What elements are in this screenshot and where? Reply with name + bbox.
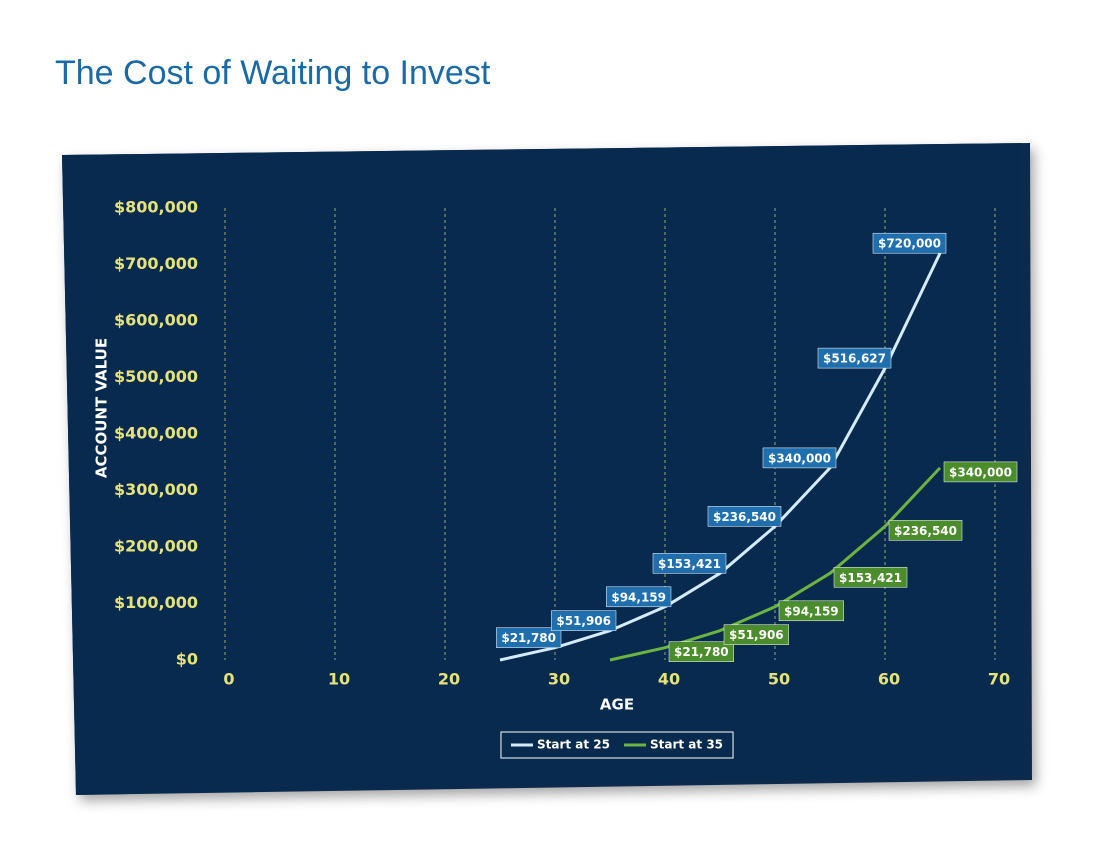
value-label-box <box>943 461 1018 483</box>
y-tick-label: $300,000 <box>114 480 198 499</box>
y-tick-label: $500,000 <box>114 367 198 386</box>
value-label-box <box>833 567 908 588</box>
legend: Start at 25 Start at 35 <box>500 731 734 759</box>
y-tick-label: $200,000 <box>114 537 198 556</box>
value-label-box <box>723 624 789 645</box>
x-tick-label: 50 <box>768 670 790 689</box>
x-tick-label: 20 <box>438 670 460 689</box>
legend-box <box>500 731 734 759</box>
value-label-box <box>762 447 837 469</box>
value-label: $94,159 <box>778 600 844 622</box>
value-label: $720,000 <box>872 232 947 254</box>
value-label-box <box>652 553 727 574</box>
y-tick-label: $700,000 <box>114 254 198 273</box>
value-label-text: $236,540 <box>894 524 957 538</box>
value-label-text: $21,780 <box>674 645 729 659</box>
y-tick-label: $0 <box>176 650 198 669</box>
value-label: $94,159 <box>606 586 672 608</box>
value-label-box <box>606 586 672 608</box>
value-label: $153,421 <box>833 567 908 588</box>
value-label-box <box>551 610 617 631</box>
plot: $0 $100,000 $200,000 $300,000 $400,000 $500,0… <box>114 198 1018 759</box>
value-label: $153,421 <box>652 553 727 574</box>
value-label: $51,906 <box>551 610 617 631</box>
x-tick-label: 0 <box>223 670 234 689</box>
chart-title: The Cost of Waiting to Invest <box>55 54 491 92</box>
value-label: $340,000 <box>943 461 1018 483</box>
value-label-box <box>668 641 734 662</box>
x-tick-label: 30 <box>548 670 570 689</box>
y-tick-label: $600,000 <box>114 311 198 330</box>
value-label-text: $516,627 <box>823 352 886 366</box>
value-label-text: $51,906 <box>556 614 611 628</box>
value-label-box <box>496 627 562 648</box>
value-label: $516,627 <box>817 347 892 369</box>
value-label-box <box>707 506 782 527</box>
value-label-text: $340,000 <box>768 451 831 465</box>
value-label-text: $236,540 <box>713 510 776 524</box>
value-label: $21,780 <box>496 627 562 648</box>
value-label: $51,906 <box>723 624 789 645</box>
value-label: $21,780 <box>668 641 734 662</box>
value-label-text: $153,421 <box>658 557 721 571</box>
value-label-text: $94,159 <box>784 604 839 618</box>
y-axis-label: ACCOUNT VALUE <box>93 338 111 478</box>
value-label: $340,000 <box>762 447 837 469</box>
value-label-box <box>778 600 844 622</box>
legend-label: Start at 25 <box>537 738 610 752</box>
x-tick-label: 70 <box>988 670 1010 689</box>
series-line <box>609 466 942 662</box>
value-label-text: $51,906 <box>729 628 784 642</box>
value-label-box <box>872 232 947 254</box>
value-label-box <box>817 347 892 369</box>
x-axis-label: AGE <box>600 696 634 714</box>
x-tick-label: 10 <box>328 670 350 689</box>
value-label-text: $720,000 <box>878 237 941 251</box>
y-tick-label: $400,000 <box>114 424 198 443</box>
x-tick-label: 40 <box>658 670 680 689</box>
y-tick-label: $800,000 <box>114 198 198 217</box>
value-label-text: $153,421 <box>839 571 902 585</box>
value-label-text: $340,000 <box>949 465 1012 479</box>
value-label-box <box>888 520 963 541</box>
value-label: $236,540 <box>888 520 963 541</box>
x-tick-label: 60 <box>878 670 900 689</box>
value-label: $236,540 <box>707 506 782 527</box>
value-label-text: $21,780 <box>501 631 556 645</box>
value-label-text: $94,159 <box>611 590 666 604</box>
legend-label: Start at 35 <box>650 738 723 752</box>
y-tick-label: $100,000 <box>114 593 198 612</box>
